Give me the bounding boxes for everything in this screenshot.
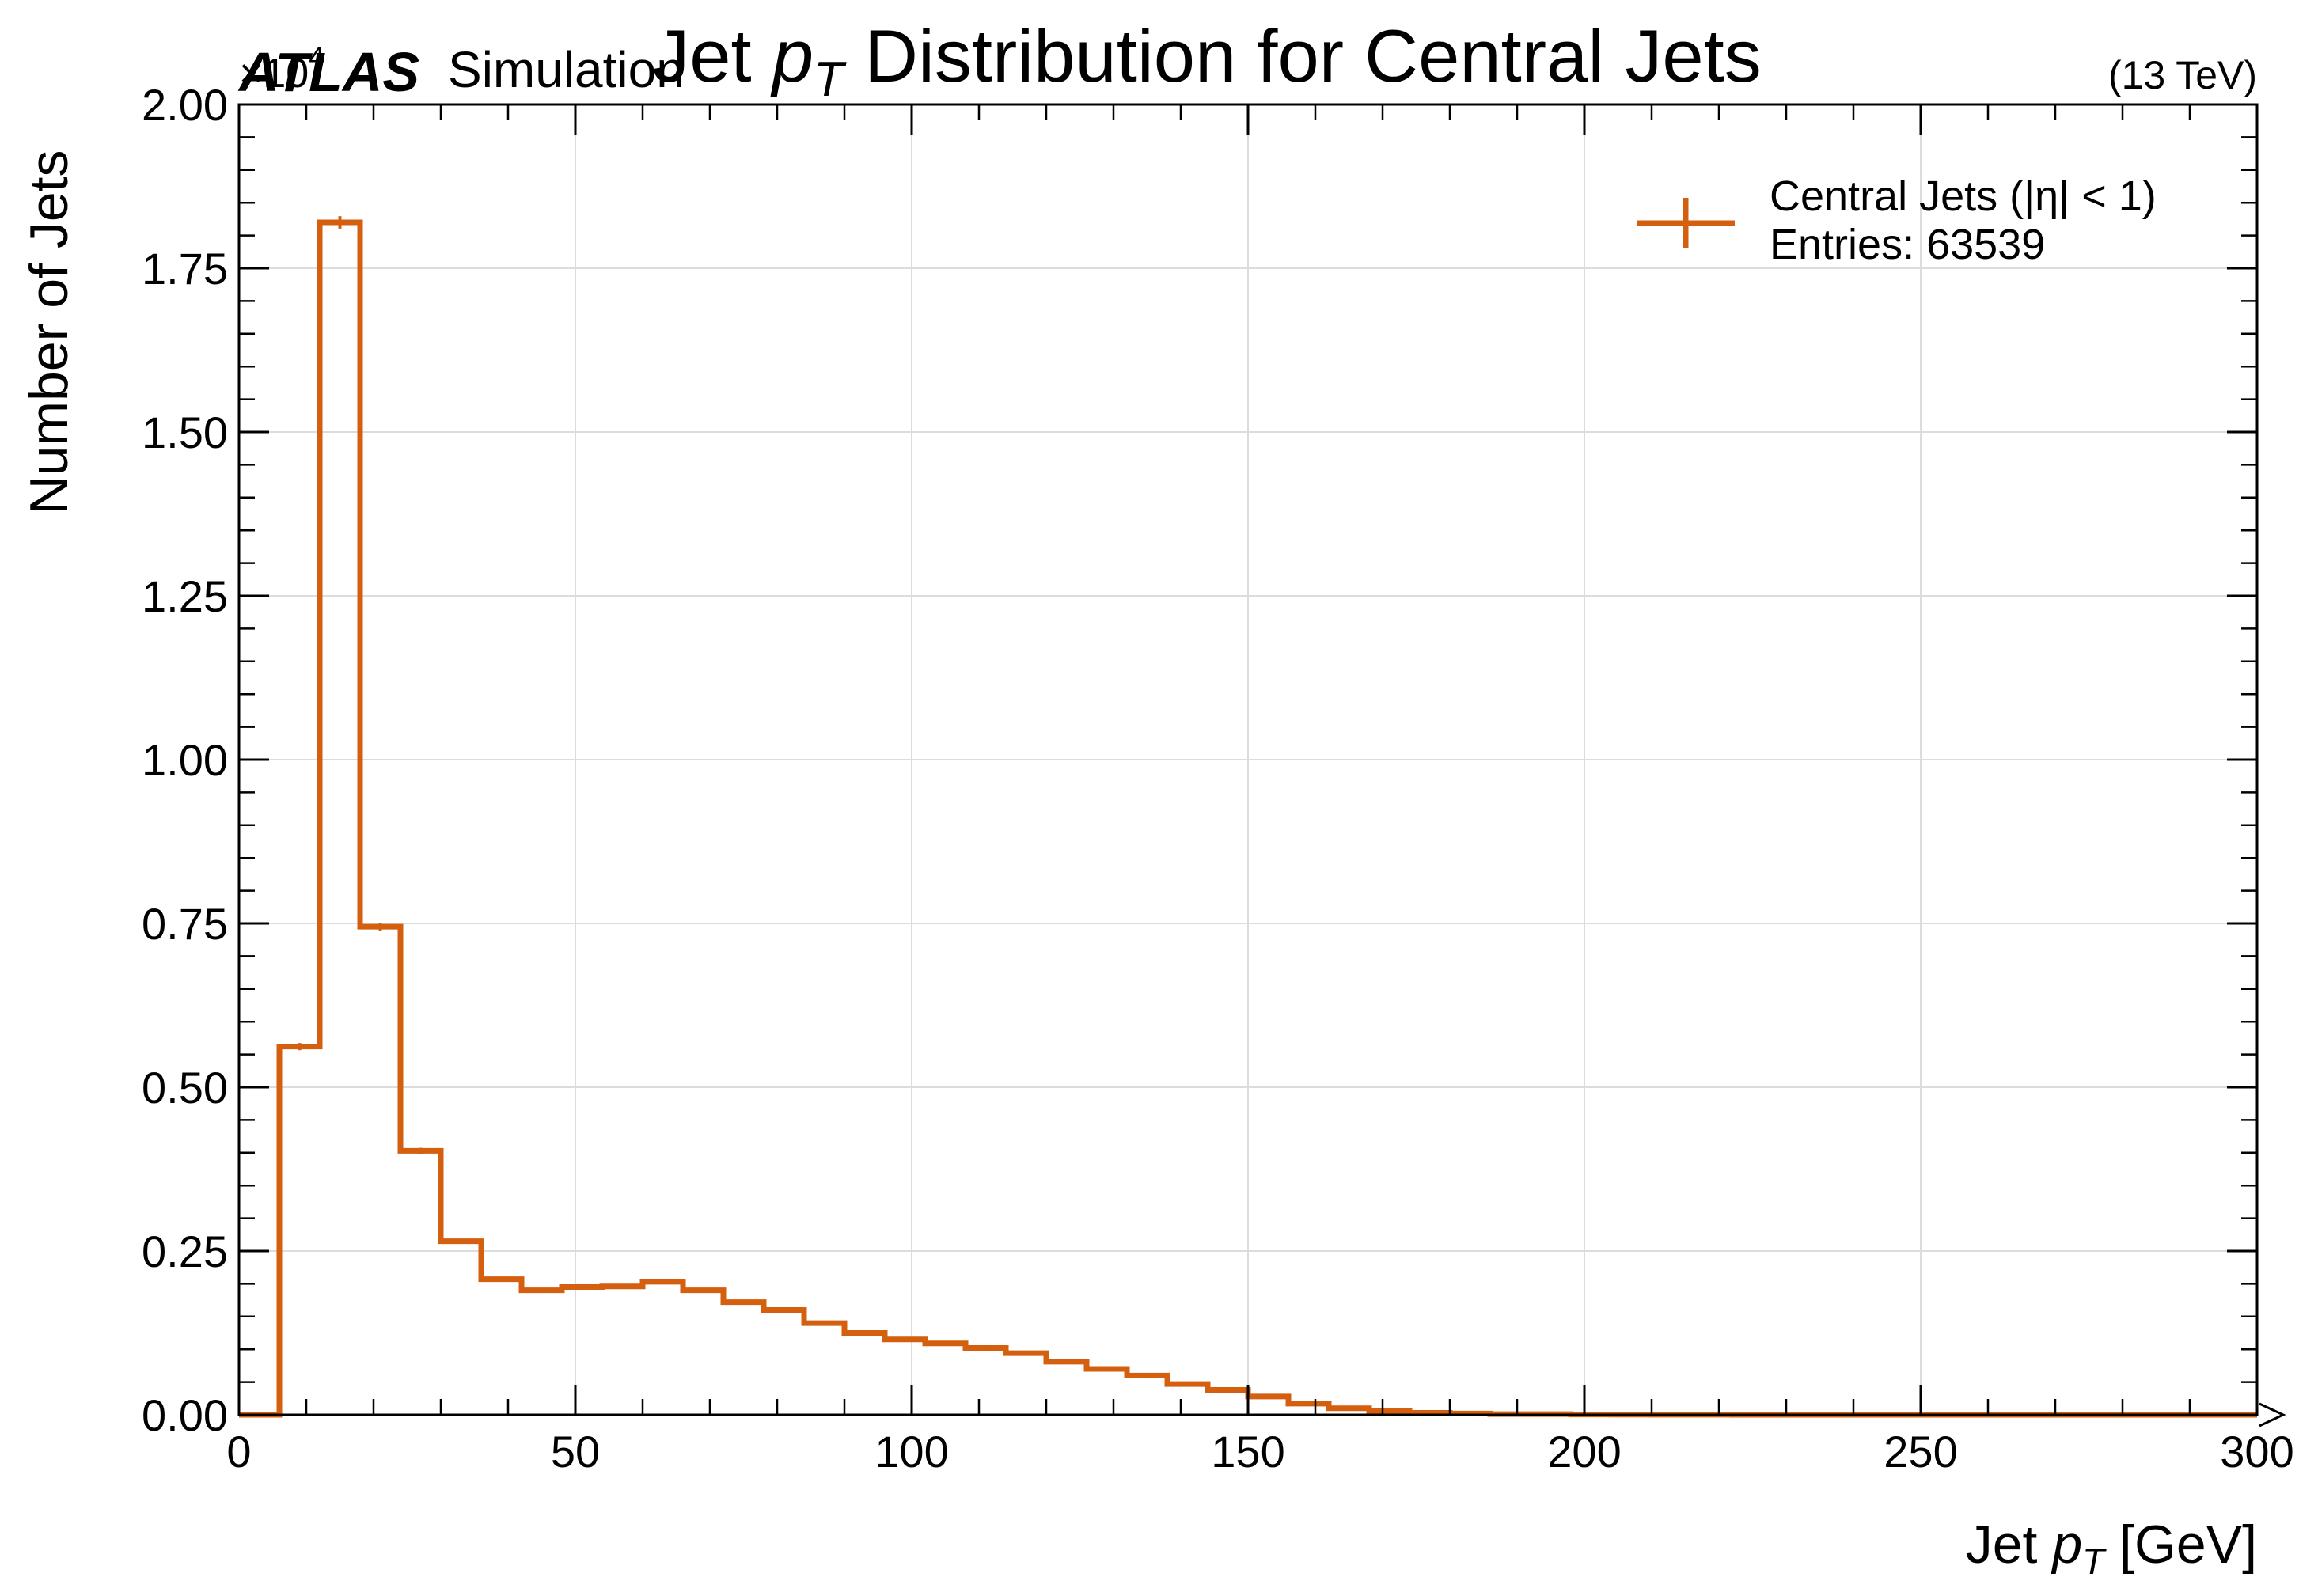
y-tick-label: 1.25 <box>142 571 228 621</box>
x-tick-label: 200 <box>1547 1427 1621 1477</box>
legend: Central Jets (|η| < 1) Entries: 63539 <box>1637 172 2157 268</box>
y-tick-label: 1.50 <box>142 408 228 457</box>
x-tick-label: 0 <box>226 1427 251 1477</box>
axis-ticks <box>237 103 2259 1416</box>
y-tick-label: 0.00 <box>142 1390 228 1440</box>
experiment-label: ATLAS <box>237 41 419 103</box>
grid <box>238 104 2258 1416</box>
x-tick-label: 100 <box>874 1427 948 1477</box>
legend-entries: Entries: 63539 <box>1770 221 2045 268</box>
y-tick-label: 1.75 <box>142 244 228 294</box>
y-tick-labels: 0.00 0.25 0.50 0.75 1.00 1.25 1.50 1.75 2.00 <box>142 80 228 1440</box>
x-tick-label: 150 <box>1211 1427 1284 1477</box>
chart-title: Jet pT Distribution for Central Jets <box>652 14 1761 107</box>
x-tick-label: 300 <box>2220 1427 2293 1477</box>
x-tick-label: 250 <box>1884 1427 1957 1477</box>
y-axis-title: Number of Jets <box>19 150 79 514</box>
energy-label: (13 TeV) <box>2108 53 2257 97</box>
x-tick-labels: 0 50 100 150 200 250 300 <box>226 1427 2293 1477</box>
overflow-arrow-icon <box>2259 1402 2286 1427</box>
legend-series-name: Central Jets (|η| < 1) <box>1770 172 2157 220</box>
y-tick-label: 0.25 <box>142 1226 228 1276</box>
y-multiplier: ×104 <box>239 40 324 97</box>
y-tick-label: 0.75 <box>142 899 228 949</box>
x-axis-title: Jet pT [GeV] <box>1966 1514 2257 1582</box>
y-tick-label: 1.00 <box>142 735 228 785</box>
experiment-tag: Simulation <box>448 41 685 98</box>
y-tick-label: 0.50 <box>142 1063 228 1113</box>
x-tick-label: 50 <box>551 1427 600 1477</box>
y-tick-label: 2.00 <box>142 80 228 130</box>
